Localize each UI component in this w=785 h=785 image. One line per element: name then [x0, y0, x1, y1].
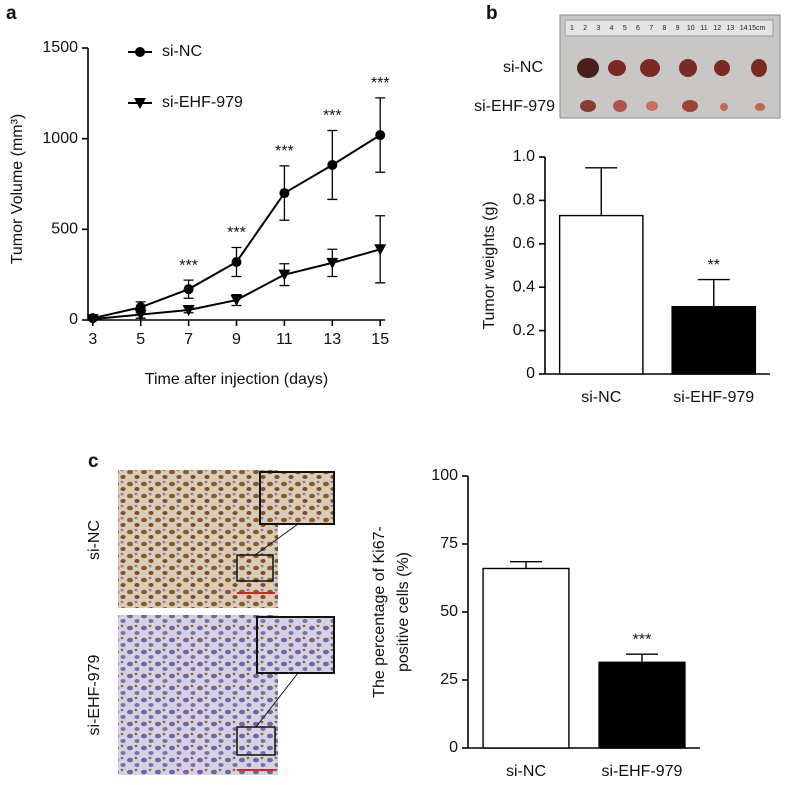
significance-label: ***: [323, 108, 342, 125]
y-tick-label: 0: [449, 739, 458, 756]
y-tick-label: 50: [440, 603, 458, 620]
y-tick-label: 1500: [42, 39, 78, 56]
ruler-label: 5: [623, 25, 627, 32]
ruler-label: 1: [570, 25, 574, 32]
y-axis-label: The percentage of Ki67-: [371, 526, 388, 698]
marker: [278, 269, 291, 281]
y-tick-label: 1000: [42, 130, 78, 147]
y-tick-label: 1.0: [513, 148, 535, 165]
marker: [183, 284, 194, 295]
x-tick-label: 15: [371, 331, 389, 348]
marker: [374, 244, 387, 256]
y-tick-label: 0.6: [513, 235, 535, 252]
legend-label: si-EHF-979: [162, 94, 243, 111]
x-tick-label: si-NC: [506, 763, 546, 780]
significance-label: ***: [371, 75, 390, 92]
marker: [231, 256, 242, 267]
ruler-label: 3: [596, 25, 600, 32]
ruler-label: 11: [700, 25, 707, 32]
x-tick-label: 9: [232, 331, 241, 348]
x-tick-label: 5: [136, 331, 145, 348]
ruler-label: 6: [636, 25, 640, 32]
x-tick-label: si-NC: [581, 389, 621, 406]
panel-letter: a: [6, 3, 17, 24]
ruler-label: 2: [583, 25, 587, 32]
ruler-label: 4: [610, 25, 614, 32]
x-axis-label: Time after injection (days): [145, 371, 328, 388]
bar: [482, 567, 570, 749]
significance-label: ***: [179, 257, 198, 274]
significance-label: ***: [275, 143, 294, 160]
x-tick-label: 3: [88, 331, 97, 348]
photo-row-label: si-EHF-979: [474, 98, 555, 115]
ruler-label: 7: [649, 25, 653, 32]
y-tick-label: 25: [440, 671, 458, 688]
x-tick-label: 11: [276, 331, 293, 348]
y-axis-label: Tumor weights (g): [481, 201, 498, 329]
marker: [182, 305, 195, 317]
error-bar: [510, 560, 542, 569]
marker: [375, 130, 386, 141]
ruler-label: 8: [662, 25, 666, 32]
ruler-label: 10: [687, 25, 695, 32]
ruler-label: 12: [713, 25, 721, 32]
panel-letter: b: [486, 3, 498, 24]
error-bar: [697, 278, 730, 307]
ruler-label: 14: [740, 25, 748, 32]
x-tick-label: 7: [184, 331, 193, 348]
bar: [598, 661, 686, 749]
y-tick-label: 75: [440, 535, 458, 552]
bar: [558, 214, 644, 375]
tumor-photo: [559, 14, 781, 119]
marker: [327, 159, 338, 170]
marker: [134, 309, 147, 321]
marker: [230, 295, 243, 307]
y-axis-label: positive cells (%): [395, 552, 412, 672]
marker: [326, 257, 339, 269]
ruler-label: 9: [676, 25, 680, 32]
marker: [279, 188, 290, 199]
panel-letter: c: [88, 451, 99, 472]
y-axis-label: Tumor Volume (mm³): [9, 114, 26, 265]
legend-marker: [135, 47, 145, 57]
error-bar: [626, 653, 658, 663]
y-tick-label: 0.8: [513, 192, 535, 209]
ruler-label: 15cm: [748, 25, 765, 32]
y-tick-label: 0.4: [513, 278, 535, 295]
y-tick-label: 100: [431, 467, 458, 484]
significance-label: ***: [633, 631, 652, 648]
x-tick-label: 13: [323, 331, 341, 348]
marker: [86, 314, 99, 326]
error-bar: [585, 167, 618, 216]
y-tick-label: 0: [526, 365, 535, 382]
photo-row-label: si-NC: [503, 59, 543, 76]
photo-row-label: si-NC: [86, 520, 103, 560]
ruler-label: 13: [727, 25, 735, 32]
y-tick-label: 0.2: [513, 322, 535, 339]
y-tick-label: 0: [69, 311, 78, 328]
ihc-images: [118, 470, 335, 775]
y-tick-label: 500: [51, 221, 78, 238]
legend-label: si-NC: [162, 43, 202, 60]
significance-label: **: [708, 257, 720, 274]
photo-row-label: si-EHF-979: [86, 654, 103, 735]
legend-marker: [134, 98, 146, 109]
x-tick-label: si-EHF-979: [673, 389, 754, 406]
x-tick-label: si-EHF-979: [602, 763, 683, 780]
significance-label: ***: [227, 225, 246, 242]
bar: [671, 306, 757, 375]
